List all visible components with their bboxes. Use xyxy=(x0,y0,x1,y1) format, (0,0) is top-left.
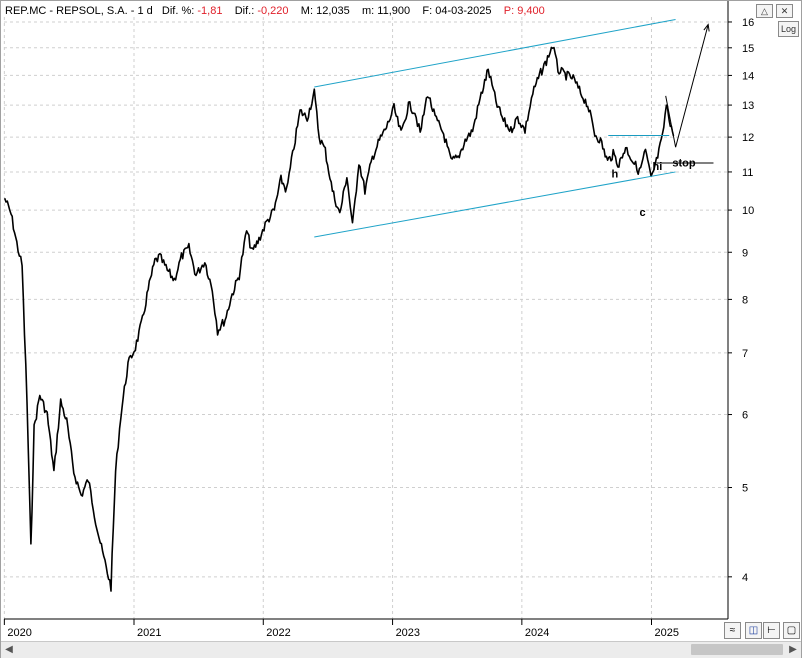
channel-upper-line xyxy=(314,18,676,88)
dif-label: Dif.: xyxy=(234,5,255,17)
y-tick-label: 10 xyxy=(742,205,754,217)
chart-header: REP.MC - REPSOL, S.A. - 1 d Dif. %: -1,8… xyxy=(5,4,545,18)
arrow-head-icon xyxy=(703,23,710,32)
price-chart[interactable]: 4 5 6 7 8 9 10 11 12 13 14 15 16 2020 2021 2022 2023 2024… xyxy=(1,1,801,641)
grid xyxy=(3,17,728,619)
date-value: 04-03-2025 xyxy=(435,5,492,17)
y-tick-label: 14 xyxy=(742,70,754,82)
y-tick-label: 6 xyxy=(742,410,748,422)
y-tick-label: 12 xyxy=(742,132,754,144)
close-icon[interactable]: ✕ xyxy=(776,4,793,18)
log-scale-button[interactable]: Log xyxy=(778,21,799,37)
x-tick-label: 2023 xyxy=(396,627,420,639)
overlay-lines xyxy=(314,18,714,238)
price-value: 9,400 xyxy=(517,5,545,17)
expand-icon[interactable]: ▢ xyxy=(783,622,800,639)
scroll-right-icon[interactable]: ▶ xyxy=(789,644,797,655)
x-tick-label: 2020 xyxy=(7,627,31,639)
y-tick-label: 5 xyxy=(742,483,748,495)
y-tick-label: 4 xyxy=(742,572,748,584)
dif-pct-value: -1,81 xyxy=(197,5,223,17)
annotation-h: h xyxy=(611,168,618,180)
annotations: h c hi stop xyxy=(611,158,695,220)
max-label: M: xyxy=(300,5,314,17)
y-tick-label: 7 xyxy=(742,348,748,360)
pin-icon[interactable]: ⊢ xyxy=(763,622,780,639)
dif-pct-label: Dif. %: xyxy=(161,5,195,17)
dif-value: -0,220 xyxy=(257,5,289,17)
x-tick-label: 2025 xyxy=(654,627,678,639)
annotation-hi: hi xyxy=(653,161,663,173)
y-tick-label: 9 xyxy=(742,247,748,259)
collapse-icon[interactable]: △ xyxy=(756,4,773,18)
y-tick-label: 16 xyxy=(742,17,754,29)
symbol-label: REP.MC - REPSOL, S.A. - 1 d xyxy=(5,5,153,17)
y-tick-label: 11 xyxy=(742,167,753,179)
min-label: m: xyxy=(362,5,375,17)
date-label: F: xyxy=(422,5,433,17)
x-tick-label: 2021 xyxy=(137,627,161,639)
x-tick-label: 2024 xyxy=(525,627,549,639)
price-line xyxy=(3,46,675,592)
scroll-left-icon[interactable]: ◀ xyxy=(5,644,13,655)
annotation-stop: stop xyxy=(672,158,696,170)
channel-lower-line xyxy=(314,171,676,238)
x-tick-label: 2022 xyxy=(266,627,290,639)
y-tick-label: 8 xyxy=(742,294,748,306)
scroll-thumb[interactable] xyxy=(691,644,783,655)
price-label: P: xyxy=(503,5,515,17)
min-value: 11,900 xyxy=(377,5,411,17)
axes: 4 5 6 7 8 9 10 11 12 13 14 15 16 2020 2021 2022 2023 2024… xyxy=(3,1,754,639)
horizontal-scrollbar[interactable]: ◀ ▶ xyxy=(1,641,801,658)
max-value: 12,035 xyxy=(316,5,350,17)
chart-type-icon[interactable]: ≈ xyxy=(724,622,741,639)
projection-arrow xyxy=(665,24,709,148)
y-tick-label: 13 xyxy=(742,100,754,112)
save-icon[interactable]: ◫ xyxy=(745,622,762,639)
y-tick-label: 15 xyxy=(742,43,754,55)
price-series xyxy=(3,46,675,592)
annotation-c: c xyxy=(639,207,645,219)
